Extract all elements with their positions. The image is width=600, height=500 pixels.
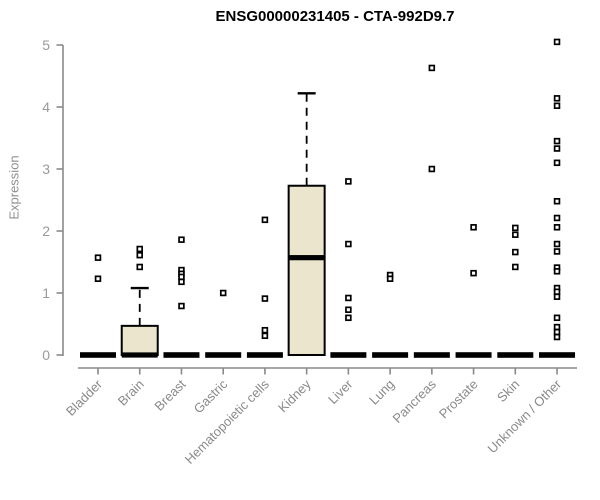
svg-text:Skin: Skin xyxy=(494,377,522,405)
svg-text:0: 0 xyxy=(42,347,50,363)
svg-text:Kidney: Kidney xyxy=(275,376,314,415)
svg-text:5: 5 xyxy=(42,37,50,53)
svg-text:Pancreas: Pancreas xyxy=(390,376,440,426)
svg-text:Brain: Brain xyxy=(115,377,147,409)
svg-text:4: 4 xyxy=(42,99,50,115)
svg-text:1: 1 xyxy=(42,285,50,301)
svg-text:Lung: Lung xyxy=(366,377,397,408)
svg-text:Bladder: Bladder xyxy=(63,376,106,419)
svg-text:Liver: Liver xyxy=(325,376,356,407)
svg-text:Breast: Breast xyxy=(151,376,188,413)
svg-text:3: 3 xyxy=(42,161,50,177)
svg-text:Prostate: Prostate xyxy=(436,377,481,422)
svg-text:Unknown / Other: Unknown / Other xyxy=(485,376,565,456)
chart-title: ENSG00000231405 - CTA-992D9.7 xyxy=(215,8,455,25)
svg-text:2: 2 xyxy=(42,223,50,239)
svg-text:Gastric: Gastric xyxy=(191,376,231,416)
